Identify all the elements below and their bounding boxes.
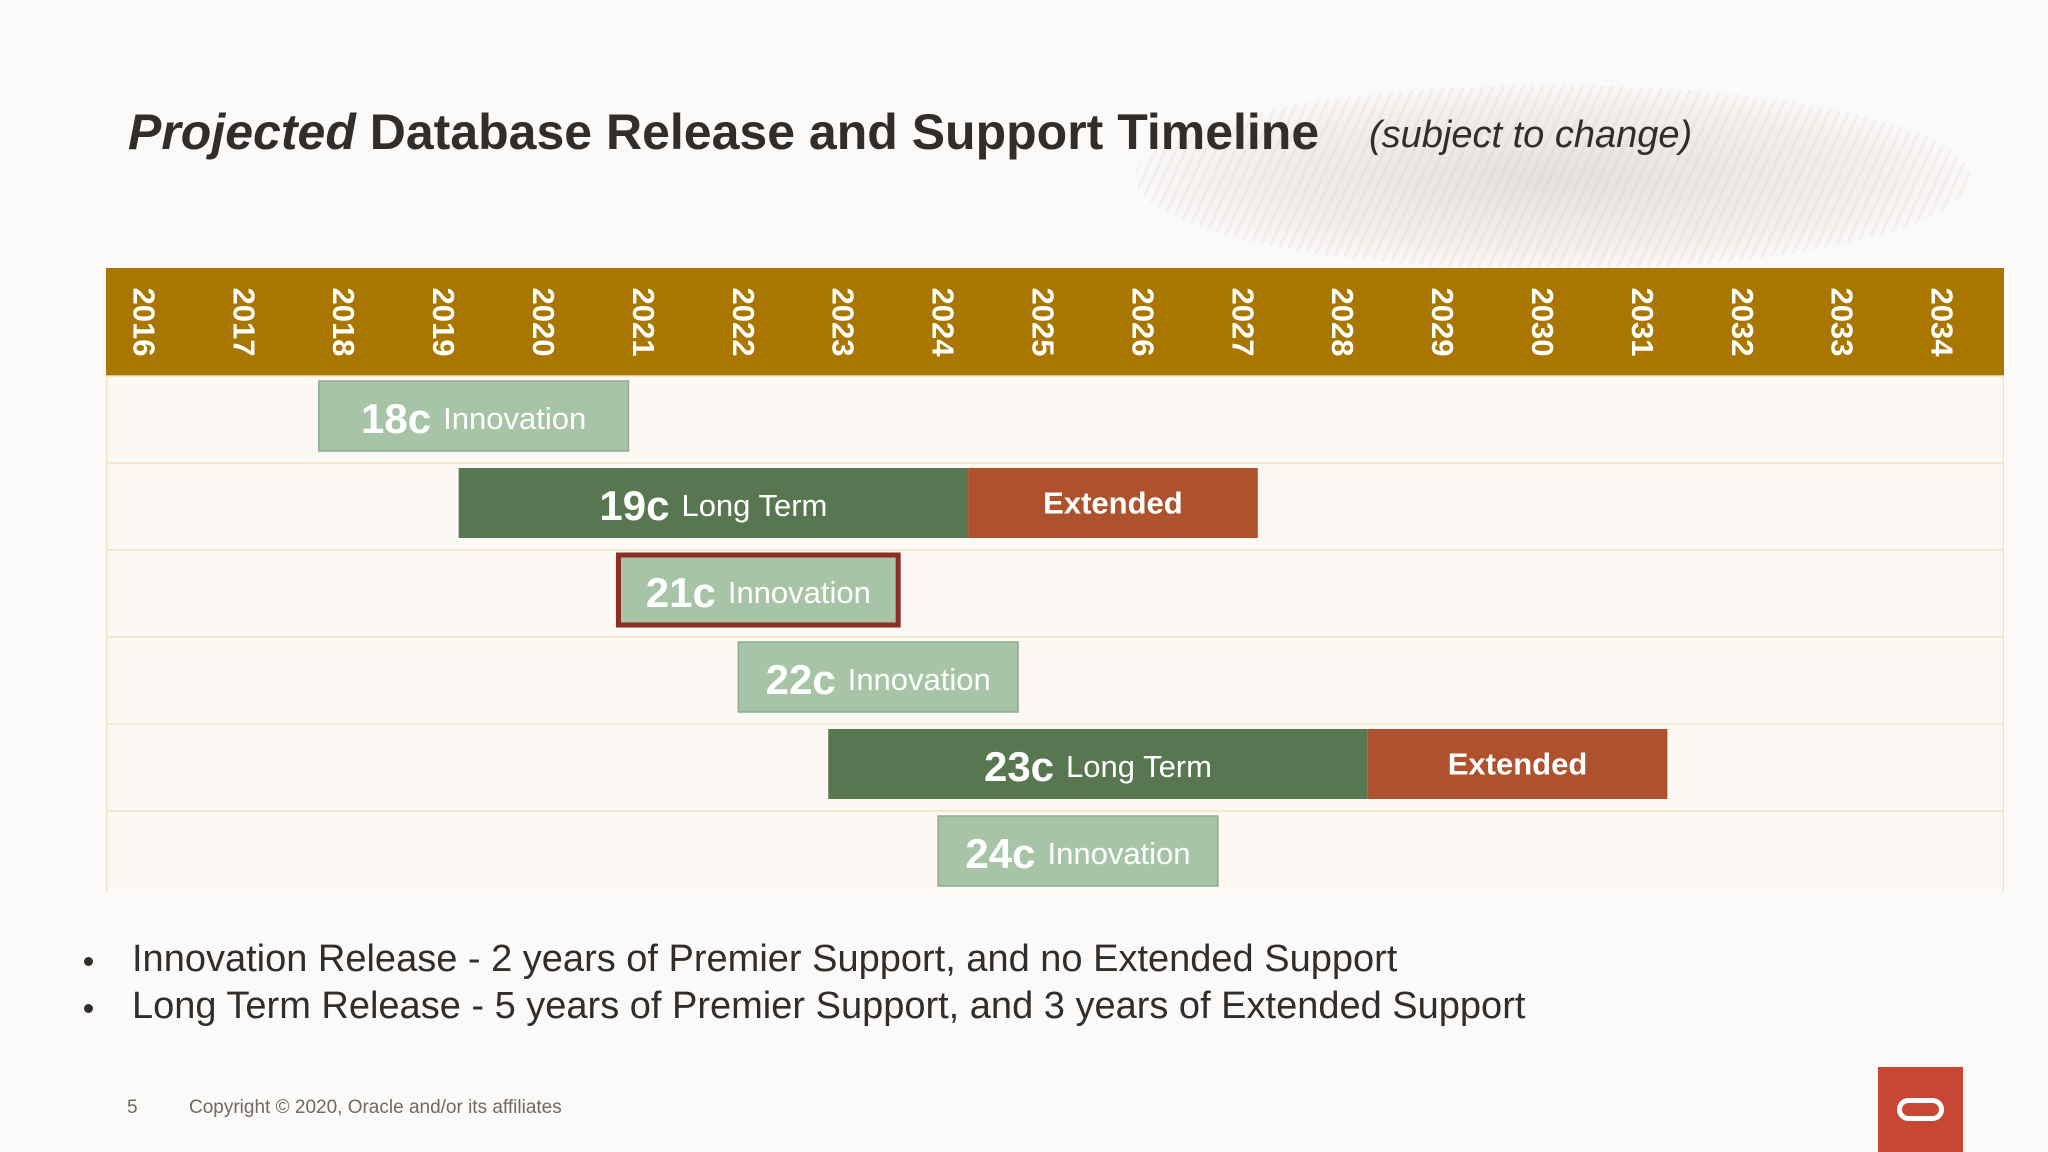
year-label-2026: 2026 — [1125, 288, 1160, 357]
year-label-2017: 2017 — [226, 288, 261, 357]
year-label-2029: 2029 — [1425, 288, 1460, 357]
timeline-chart-svg: 2016 2017 2018 2019 2020 2021 2022 2023 2024 2025… — [106, 268, 2004, 892]
release-type-label: Long Term — [1066, 749, 1212, 784]
year-label-2021: 2021 — [626, 288, 661, 357]
bar-19c-premier — [458, 468, 969, 538]
release-type-label: Long Term — [681, 488, 827, 523]
legend-notes: Innovation Release - 2 years of Premier … — [80, 936, 1525, 1030]
version-label: 23c — [984, 743, 1054, 790]
bar-19c-extended-label: Extended — [1043, 486, 1183, 521]
release-type-label: Innovation — [1047, 836, 1190, 871]
copyright: Copyright © 2020, Oracle and/or its affi… — [189, 1097, 562, 1118]
subtitle: (subject to change) — [1369, 114, 1693, 156]
bar-19c-label: 19c Long Term — [599, 482, 827, 529]
version-label: 22c — [766, 656, 836, 703]
bar-23c-premier — [828, 729, 1368, 799]
version-label: 19c — [599, 482, 669, 529]
bar-21c-label: 21c Innovation — [646, 569, 871, 616]
bar-24c-premier — [937, 815, 1219, 887]
decorative-pattern — [1135, 85, 1970, 270]
chart-body — [106, 375, 2004, 892]
bar-22c-label: 22c Innovation — [766, 656, 991, 703]
title-main: Database Release and Support Timeline — [369, 104, 1320, 160]
version-label: 24c — [965, 830, 1035, 877]
release-type-label: Innovation — [728, 575, 871, 610]
bar-18c-premier — [318, 380, 630, 452]
bar-23c-extended-label: Extended — [1448, 747, 1588, 782]
version-label: 21c — [646, 569, 716, 616]
year-label-2025: 2025 — [1026, 288, 1061, 357]
bar-23c-label: 23c Long Term — [984, 743, 1212, 790]
year-label-2033: 2033 — [1825, 288, 1860, 357]
year-label-2023: 2023 — [826, 288, 861, 357]
bar-22c-premier — [737, 641, 1019, 713]
year-label-2024: 2024 — [926, 288, 961, 358]
bar-18c-label: 18c Innovation — [361, 395, 586, 442]
title-emphasis: Projected — [128, 104, 356, 160]
release-type-label: Innovation — [443, 401, 586, 436]
bar-19c-extended — [968, 468, 1258, 538]
year-label-2034: 2034 — [1925, 288, 1960, 358]
year-label-2016: 2016 — [126, 288, 161, 357]
page-title: Projected Database Release and Support T… — [128, 103, 1319, 161]
release-type-label: Innovation — [848, 662, 991, 697]
year-label-2031: 2031 — [1625, 288, 1660, 357]
bar-24c-label: 24c Innovation — [965, 830, 1190, 877]
note-long-term: Long Term Release - 5 years of Premier S… — [80, 983, 1525, 1030]
year-label-2022: 2022 — [726, 288, 761, 357]
note-innovation: Innovation Release - 2 years of Premier … — [80, 936, 1525, 983]
bar-21c-premier — [615, 552, 901, 628]
oracle-logo-icon — [1878, 1067, 1963, 1152]
year-label-2018: 2018 — [326, 288, 361, 357]
year-label-2020: 2020 — [526, 288, 561, 357]
version-label: 18c — [361, 395, 431, 442]
year-label-2027: 2027 — [1225, 288, 1260, 357]
page-number: 5 — [127, 1097, 138, 1118]
timeline-chart: 2016 2017 2018 2019 2020 2021 2022 2023 2024 2025… — [106, 268, 2004, 892]
year-label-2030: 2030 — [1525, 288, 1560, 357]
year-label-2019: 2019 — [426, 288, 461, 357]
bar-23c-extended — [1367, 729, 1668, 799]
year-label-2032: 2032 — [1725, 288, 1760, 357]
oracle-logo-ring — [1897, 1098, 1944, 1121]
year-label-2028: 2028 — [1325, 288, 1360, 357]
year-band — [106, 268, 2004, 376]
